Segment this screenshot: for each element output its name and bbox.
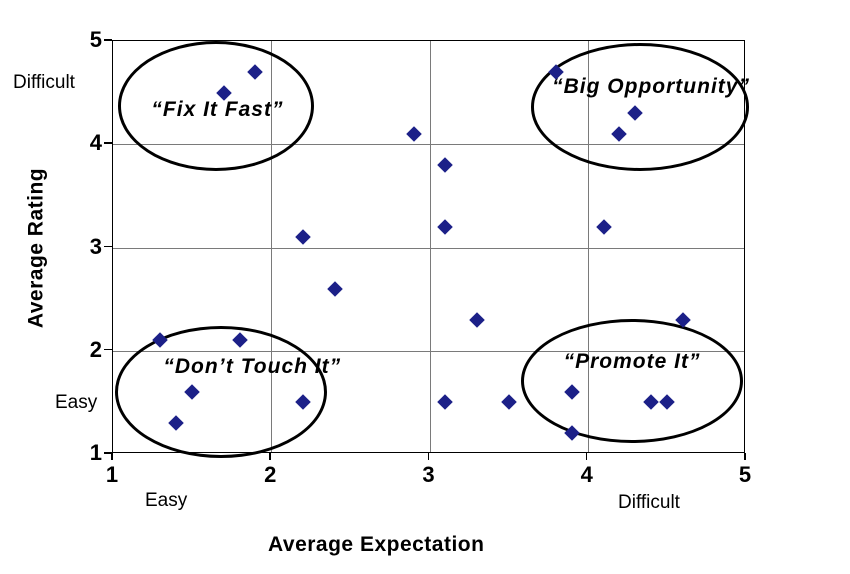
data-point	[595, 219, 612, 235]
data-point	[295, 229, 311, 245]
x-axis-tick	[111, 453, 113, 460]
y-axis-tick	[104, 39, 112, 41]
x-tick-label: 4	[580, 462, 593, 487]
x-axis-tick	[585, 453, 588, 460]
y-axis-tick	[104, 245, 112, 247]
y-tick-label: 1	[89, 440, 102, 465]
data-point	[437, 219, 454, 235]
y-tick-label: 3	[89, 233, 102, 259]
y-axis-tick	[104, 452, 112, 454]
horizontal-gridline	[113, 144, 744, 146]
x-axis-title: Average Expectation	[268, 533, 485, 556]
vertical-gridline	[271, 41, 273, 452]
x-tick-label: 3	[422, 462, 435, 487]
vertical-gridline	[587, 41, 589, 452]
quadrant-ellipse-dont-touch-it	[114, 325, 327, 459]
y-axis-annotation-easy: Easy	[55, 392, 98, 413]
data-point	[405, 126, 422, 142]
y-axis-tick	[104, 348, 112, 351]
y-tick-label: 4	[89, 130, 102, 156]
y-axis-title: Average Rating	[24, 167, 48, 329]
x-axis-tick	[744, 453, 746, 460]
data-point	[437, 157, 454, 173]
quadrant-label-dont-touch-it: “Don’t Touch It”	[163, 355, 342, 379]
data-point	[437, 394, 454, 411]
x-tick-label: 5	[738, 462, 752, 487]
x-axis-annotation-difficult: Difficult	[618, 492, 680, 513]
vertical-gridline	[429, 41, 431, 452]
data-point	[500, 394, 517, 411]
horizontal-gridline	[113, 350, 744, 352]
plot-area: “Fix It Fast” “Big Opportunity” “Don’t Tou…	[112, 40, 750, 459]
y-axis-tick	[104, 142, 112, 144]
x-tick-label: 1	[105, 462, 119, 487]
x-axis-tick	[427, 453, 429, 460]
x-axis-annotation-easy: Easy	[145, 490, 188, 511]
data-point	[469, 311, 485, 328]
y-axis-annotation-difficult: Difficult	[13, 72, 75, 93]
data-point	[326, 281, 343, 297]
quadrant-ellipse-fix-it-fast	[117, 41, 314, 172]
y-tick-label: 2	[89, 336, 102, 362]
quadrant-ellipse-promote-it	[521, 318, 743, 443]
quadrant-label-promote-it: “Promote It”	[563, 350, 701, 374]
y-tick-label: 5	[89, 27, 102, 52]
quadrant-ellipse-big-opportunity	[530, 43, 750, 172]
quadrant-label-fix-it-fast: “Fix It Fast”	[151, 98, 284, 122]
horizontal-gridline	[113, 247, 744, 249]
x-tick-label: 2	[264, 462, 277, 487]
x-axis-tick	[269, 453, 271, 460]
quadrant-label-big-opportunity: “Big Opportunity”	[552, 75, 750, 99]
